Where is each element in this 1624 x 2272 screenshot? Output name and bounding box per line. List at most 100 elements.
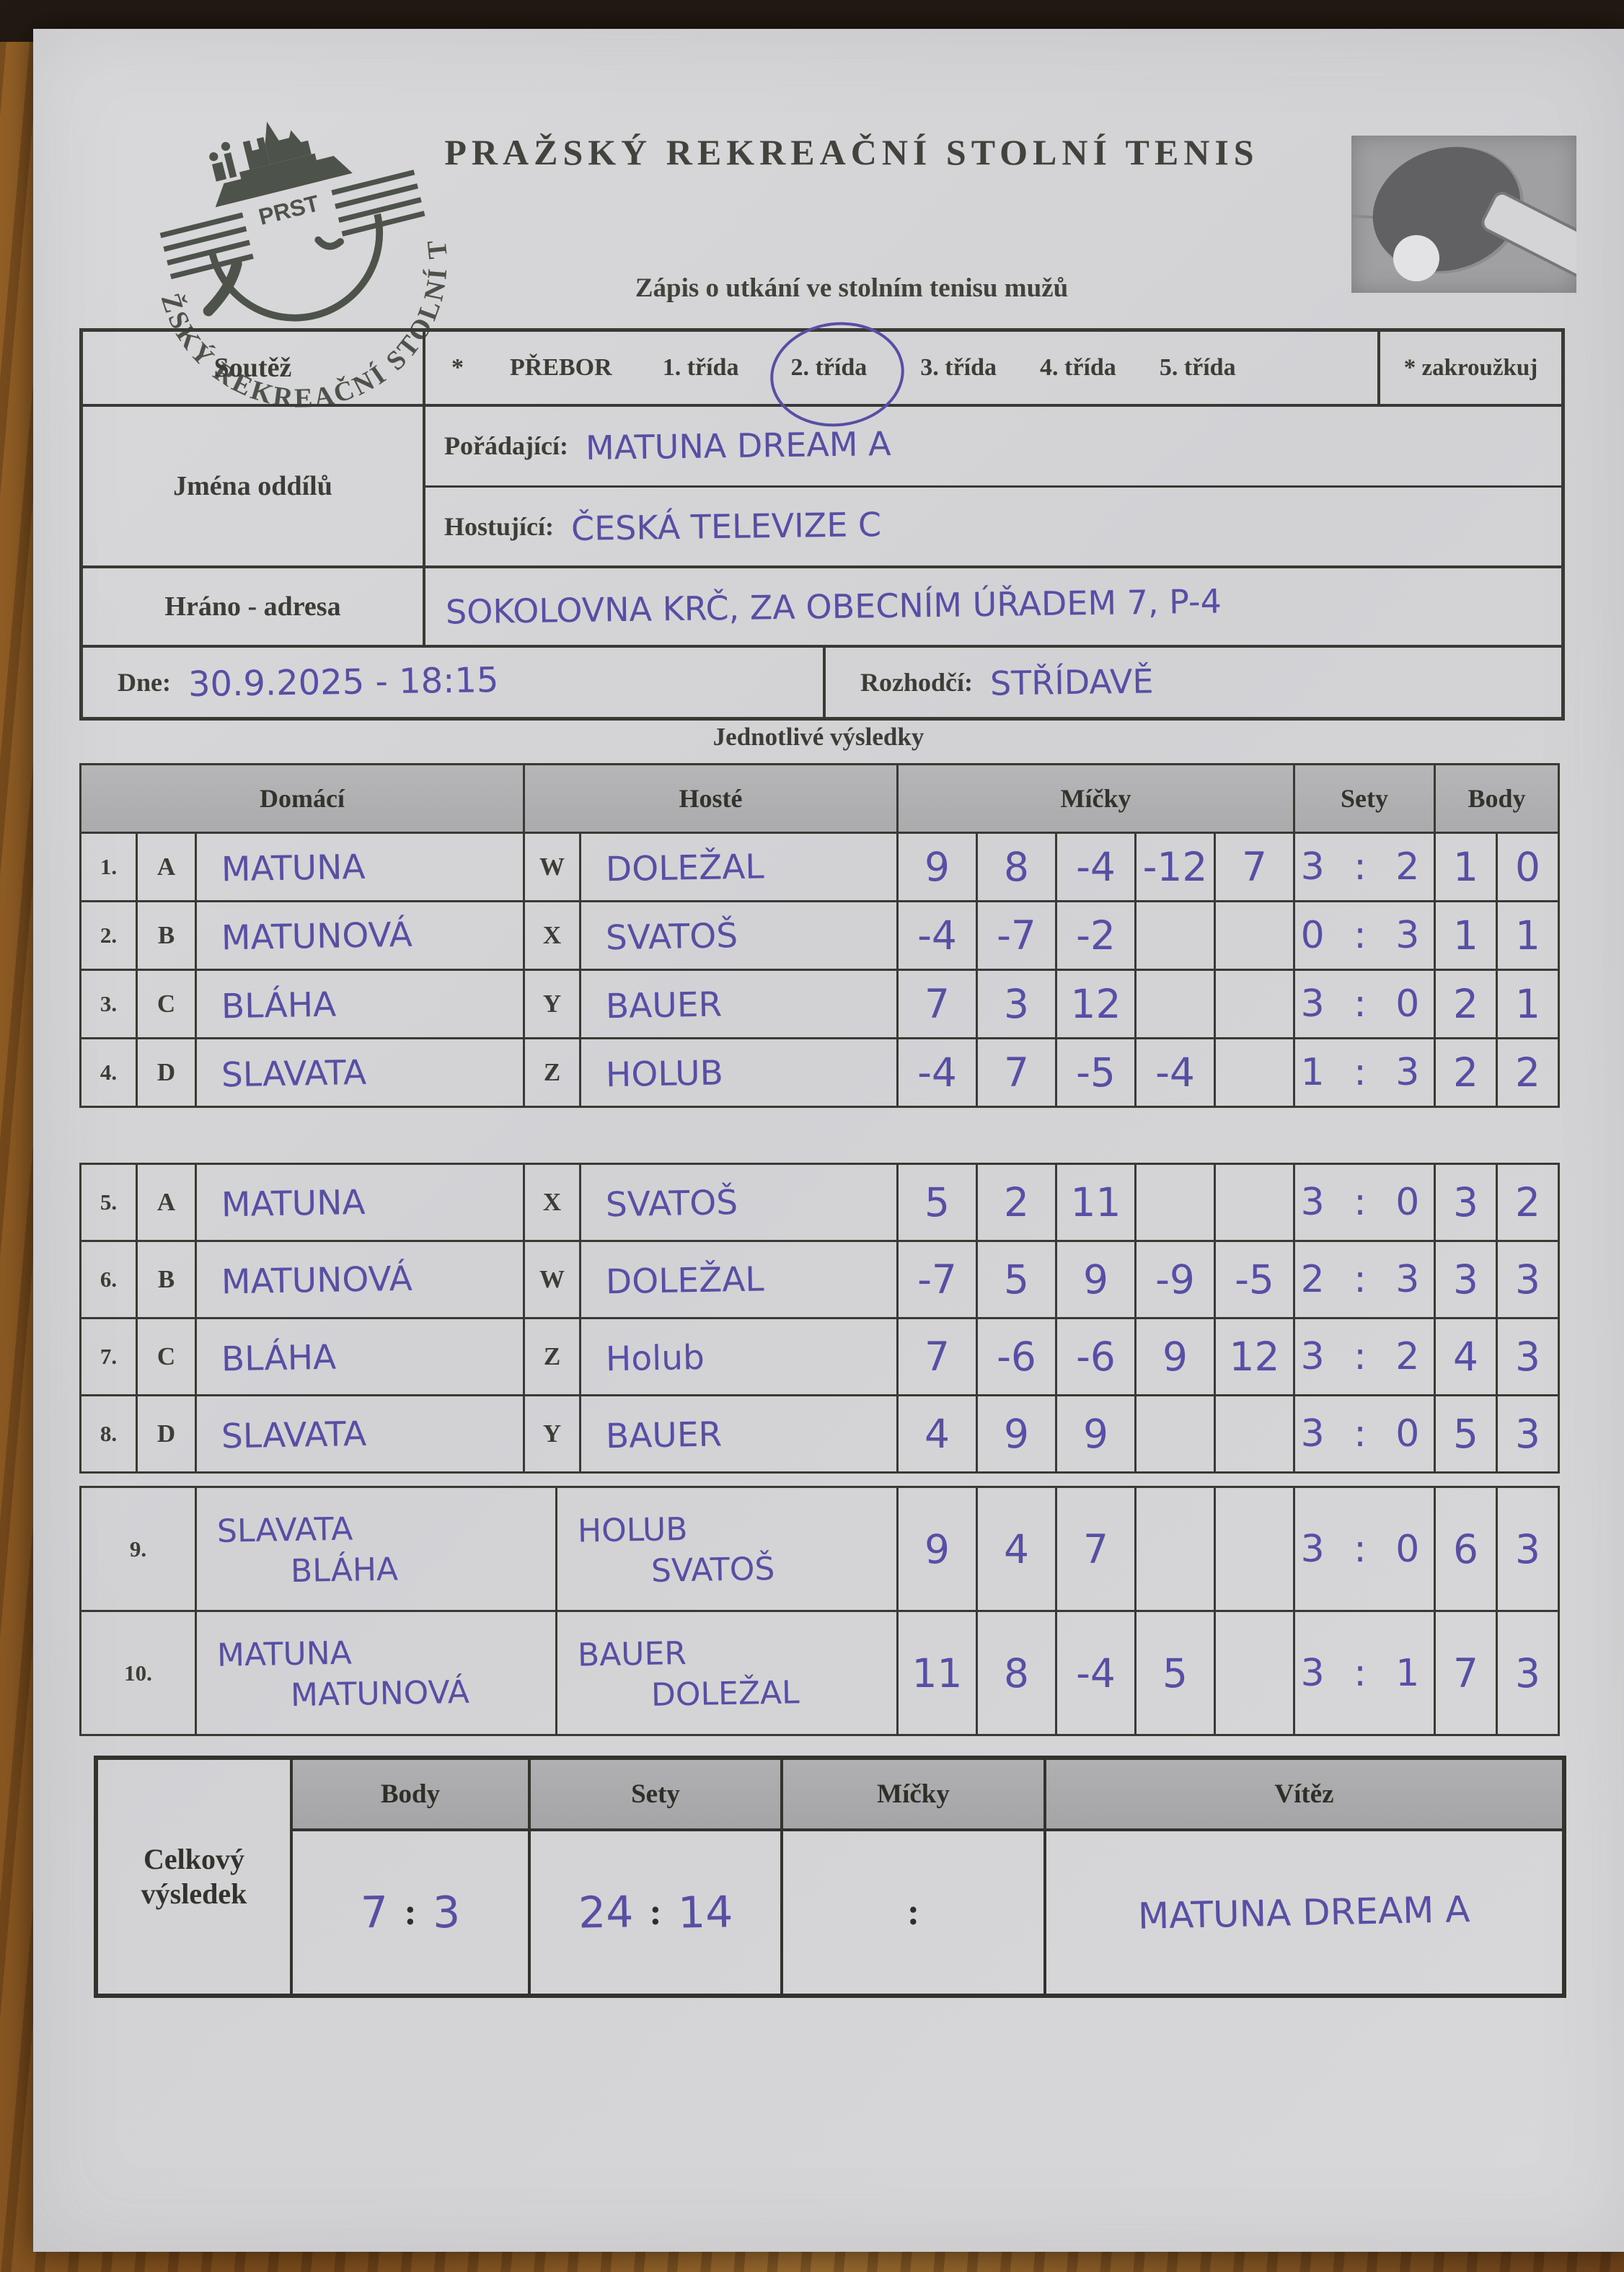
winner-team: MATUNA DREAM A — [1137, 1888, 1471, 1937]
match-datetime: 30.9.2025 - 18:15 — [187, 659, 499, 705]
total-points-home: 7 — [360, 1887, 389, 1938]
guest-letter: Y — [523, 969, 581, 1039]
set3-balls: 7 — [1083, 1525, 1108, 1572]
match-row-10: 10. MATUNA MATUNOVÁ BAUER DOLEŽAL 11 8 -… — [79, 1610, 1560, 1736]
guest-letter: W — [523, 832, 581, 902]
summary-sety-header: Sety — [531, 1760, 783, 1828]
sets-score: 3 : 0 — [1300, 982, 1429, 1026]
zakrouzkuj-note: * zakroužkuj — [1377, 332, 1561, 404]
class-option-5: 5. třída — [1159, 354, 1236, 381]
points-home: 2 — [1453, 981, 1478, 1027]
domaci-header: Domácí — [79, 763, 525, 834]
colon-separator: : — [906, 1892, 920, 1933]
set4-balls: 9 — [1162, 1334, 1188, 1380]
paddle-photo — [1351, 136, 1576, 293]
points-guest: 3 — [1515, 1256, 1540, 1303]
set2-balls: -6 — [997, 1334, 1036, 1380]
match-number: 3. — [79, 969, 138, 1039]
home-letter: B — [136, 1240, 197, 1319]
home-letter: A — [136, 832, 197, 902]
points-home: 1 — [1453, 912, 1478, 959]
total-sets-guest: 14 — [677, 1886, 733, 1939]
set2-balls: -7 — [997, 912, 1036, 959]
points-home: 4 — [1453, 1334, 1478, 1380]
match-number: 8. — [79, 1394, 138, 1474]
guest-player: BAUER — [605, 1414, 723, 1456]
referee-cell: Rozhodčí: STŘÍDAVĚ — [826, 648, 1561, 717]
guest-player-1: HOLUB — [577, 1510, 688, 1550]
colon-separator: : — [404, 1892, 417, 1933]
set3-balls: 9 — [1083, 1411, 1108, 1457]
sets-score: 3 : 0 — [1300, 1527, 1429, 1571]
set2-balls: 5 — [1004, 1256, 1029, 1303]
guest-letter: W — [523, 1240, 581, 1319]
match-row-4: 4. D SLAVATA Z HOLUB -4 7 -5 -4 1 : 3 2 … — [79, 1037, 1560, 1108]
date-referee-row: Dne: 30.9.2025 - 18:15 Rozhodčí: STŘÍDAV… — [83, 648, 1561, 717]
jmena-oddilu-label: Jména oddílů — [83, 407, 425, 565]
points-home: 2 — [1453, 1049, 1478, 1096]
points-guest: 0 — [1515, 844, 1540, 890]
match-row-8: 8. D SLAVATA Y BAUER 4 9 9 3 : 0 5 3 — [79, 1394, 1560, 1474]
match-number: 7. — [79, 1317, 138, 1396]
points-guest: 3 — [1515, 1650, 1540, 1696]
sets-score: 3 : 1 — [1300, 1651, 1429, 1695]
hoste-header: Hosté — [523, 763, 899, 834]
referee-name: STŘÍDAVĚ — [989, 661, 1154, 703]
set5-balls: 12 — [1229, 1334, 1280, 1380]
match-row-6: 6. B MATUNOVÁ W DOLEŽAL -7 5 9 -9 -5 2 :… — [79, 1240, 1560, 1319]
dne-label: Dne: — [118, 668, 171, 697]
hostujici-row: Hostující: ČESKÁ TELEVIZE C — [425, 488, 1561, 566]
guest-player-2: DOLEŽAL — [650, 1673, 800, 1714]
soutez-row: Soutěž * PŘEBOR 1. třída 2. třída 3. tří… — [83, 314, 1561, 434]
date-cell: Dne: 30.9.2025 - 18:15 — [83, 648, 826, 717]
body-header: Body — [1434, 763, 1560, 834]
guest-team-name: ČESKÁ TELEVIZE C — [570, 504, 882, 548]
poradajici-label: Pořádající: — [444, 431, 568, 461]
sets-score: 0 : 3 — [1300, 914, 1429, 957]
home-player: MATUNOVÁ — [221, 1259, 413, 1302]
home-player: MATUNA — [221, 1182, 366, 1225]
set3-balls: -2 — [1076, 912, 1116, 959]
points-guest: 2 — [1515, 1179, 1540, 1225]
set3-balls: 12 — [1070, 981, 1121, 1027]
match-row-1: 1. A MATUNA W DOLEŽAL 9 8 -4 -12 7 3 : 2… — [79, 832, 1560, 902]
hostujici-label: Hostující: — [444, 511, 554, 541]
class-option-prebor: PŘEBOR — [510, 354, 612, 381]
set1-balls: 5 — [924, 1179, 950, 1225]
sets-score: 3 : 2 — [1300, 845, 1429, 889]
guest-letter: Z — [523, 1317, 581, 1396]
micky-header: Míčky — [896, 763, 1295, 834]
summary-vitez-header: Vítěz — [1046, 1760, 1562, 1828]
guest-player: SVATOŠ — [605, 915, 738, 958]
total-points-cell: 7 : 3 — [293, 1831, 531, 1994]
points-guest: 3 — [1515, 1411, 1540, 1457]
class-option-2-selected: 2. třída — [764, 314, 911, 434]
ball-icon — [1393, 235, 1439, 281]
match-number: 5. — [79, 1163, 138, 1242]
celkovy-vysledek-label: Celkový výsledek — [98, 1760, 293, 1994]
results-header-row: Domácí Hosté Míčky Sety Body — [79, 763, 1560, 834]
points-guest: 1 — [1515, 981, 1540, 1027]
home-player-1: MATUNA — [216, 1634, 353, 1674]
set1-balls: -4 — [917, 1049, 957, 1096]
home-letter: C — [136, 1317, 197, 1396]
set2-balls: 4 — [1004, 1525, 1029, 1572]
set1-balls: 11 — [912, 1650, 963, 1696]
match-row-5: 5. A MATUNA X SVATOŠ 5 2 11 3 : 0 3 2 — [79, 1163, 1560, 1242]
guest-player-2: SVATOŠ — [650, 1550, 775, 1590]
points-guest: 2 — [1515, 1049, 1540, 1096]
total-sets-home: 24 — [578, 1886, 634, 1939]
guest-letter: X — [523, 1163, 581, 1242]
points-home: 1 — [1453, 844, 1478, 890]
overall-result-table: Celkový výsledek Body Sety Míčky Vítěz 7… — [94, 1756, 1566, 1998]
set1-balls: 9 — [924, 1525, 950, 1572]
set4-balls: -12 — [1142, 844, 1208, 890]
set2-balls: 8 — [1004, 844, 1029, 890]
points-home: 5 — [1453, 1411, 1478, 1457]
set3-balls: 11 — [1070, 1179, 1121, 1225]
summary-body-header: Body — [293, 1760, 531, 1828]
hrano-adresa-label: Hráno - adresa — [83, 568, 425, 645]
class-option-3: 3. třída — [920, 354, 997, 381]
set1-balls: 9 — [924, 844, 950, 890]
guest-letter: Z — [523, 1037, 581, 1108]
